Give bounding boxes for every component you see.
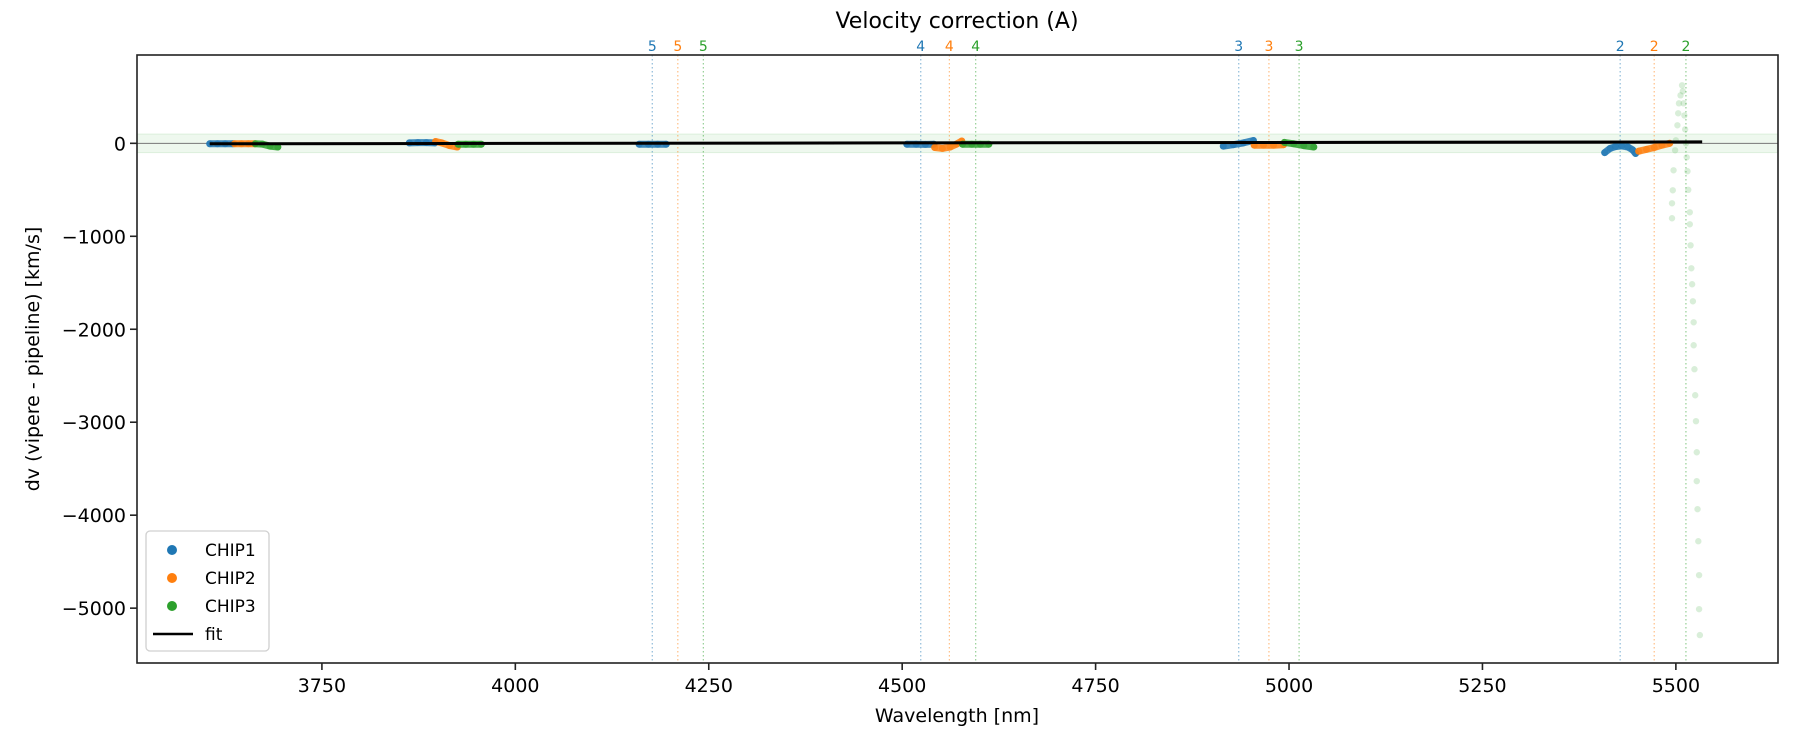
x-tick-label: 5500 <box>1652 675 1700 697</box>
x-tick-label: 3750 <box>298 675 346 697</box>
chip2-point <box>1635 148 1642 155</box>
chip3-point <box>1694 478 1700 484</box>
chip2-point <box>931 144 938 151</box>
x-tick-label: 4250 <box>685 675 733 697</box>
chip3-point <box>1684 168 1690 174</box>
chip3-point <box>1669 215 1675 221</box>
chart-title: Velocity correction (A) <box>835 9 1078 34</box>
chip3-point <box>1669 200 1675 206</box>
legend-marker-chip2 <box>167 573 177 583</box>
chip3-point <box>1694 449 1700 455</box>
chip3-point <box>1690 298 1696 304</box>
chip3-point <box>1310 144 1317 151</box>
chip2-point <box>939 145 946 152</box>
chip3-point <box>1672 147 1678 153</box>
x-tick-label: 4500 <box>878 675 926 697</box>
y-axis-label: dv (vipere - pipeline) [km/s] <box>22 227 44 492</box>
chip3-point <box>1696 572 1702 578</box>
chip3-point <box>1691 366 1697 372</box>
chip3-point <box>1687 221 1693 227</box>
order-label: 3 <box>1234 39 1243 55</box>
legend-marker-chip3 <box>167 601 177 611</box>
order-label: 3 <box>1264 39 1273 55</box>
chip3-point <box>1681 112 1687 118</box>
y-tick-label: −2000 <box>62 319 126 341</box>
legend: CHIP1 CHIP2 CHIP3 fit <box>146 531 269 651</box>
legend-label-chip3: CHIP3 <box>205 597 256 617</box>
legend-label-chip1: CHIP1 <box>205 541 256 561</box>
chip3-point <box>1682 126 1688 132</box>
chip3-point <box>1696 606 1702 612</box>
chip2-point <box>1643 146 1650 153</box>
y-tick-label: −1000 <box>62 226 126 248</box>
chip2-point <box>1651 144 1658 151</box>
y-tick-label: −3000 <box>62 412 126 434</box>
order-label: 4 <box>916 39 925 55</box>
chip3-point <box>1689 281 1695 287</box>
x-tick-label: 4750 <box>1071 675 1119 697</box>
y-axis-ticks: 0 −1000 −2000 −3000 −4000 −5000 <box>62 133 137 620</box>
x-tick-label: 5000 <box>1265 675 1313 697</box>
y-tick-label: −5000 <box>62 598 126 620</box>
chip3-point <box>1695 538 1701 544</box>
chip3-point <box>1697 632 1703 638</box>
chip3-point <box>1680 88 1686 94</box>
fit-line <box>210 142 1702 144</box>
chip1-point <box>1612 143 1619 150</box>
chip3-point <box>1670 187 1676 193</box>
chip3-point <box>1687 242 1693 248</box>
y-tick-label: 0 <box>114 133 126 155</box>
x-tick-label: 5250 <box>1458 675 1506 697</box>
chip3-point <box>1685 187 1691 193</box>
legend-label-fit: fit <box>205 625 223 645</box>
chip3-point <box>1670 167 1676 173</box>
order-label: 4 <box>971 39 980 55</box>
order-label: 5 <box>648 39 657 55</box>
y-tick-label: −4000 <box>62 505 126 527</box>
x-axis-ticks: 3750 4000 4250 4500 4750 5000 5250 5500 <box>298 663 1700 697</box>
order-label: 2 <box>1616 39 1625 55</box>
chip3-point <box>1680 100 1686 106</box>
order-label: 4 <box>945 39 954 55</box>
order-label: 5 <box>673 39 682 55</box>
order-label: 3 <box>1295 39 1304 55</box>
chip3-point <box>1694 506 1700 512</box>
chip3-point <box>1693 418 1699 424</box>
chip3-point <box>1690 342 1696 348</box>
chip3-point <box>1684 154 1690 160</box>
chip3-point <box>1674 122 1680 128</box>
order-label: 2 <box>1681 39 1690 55</box>
chip3-point <box>1675 110 1681 116</box>
chip3-point <box>1687 209 1693 215</box>
chip2-segment <box>1254 145 1283 146</box>
x-tick-label: 4000 <box>491 675 539 697</box>
chip3-point <box>1679 82 1685 88</box>
chip3-point <box>1690 319 1696 325</box>
order-label: 5 <box>699 39 708 55</box>
legend-marker-chip1 <box>167 545 177 555</box>
x-axis-label: Wavelength [nm] <box>875 705 1039 727</box>
order-label: 2 <box>1650 39 1659 55</box>
chip3-point <box>1692 392 1698 398</box>
chip3-point <box>1688 265 1694 271</box>
chip2-point <box>947 144 954 151</box>
legend-label-chip2: CHIP2 <box>205 569 256 589</box>
